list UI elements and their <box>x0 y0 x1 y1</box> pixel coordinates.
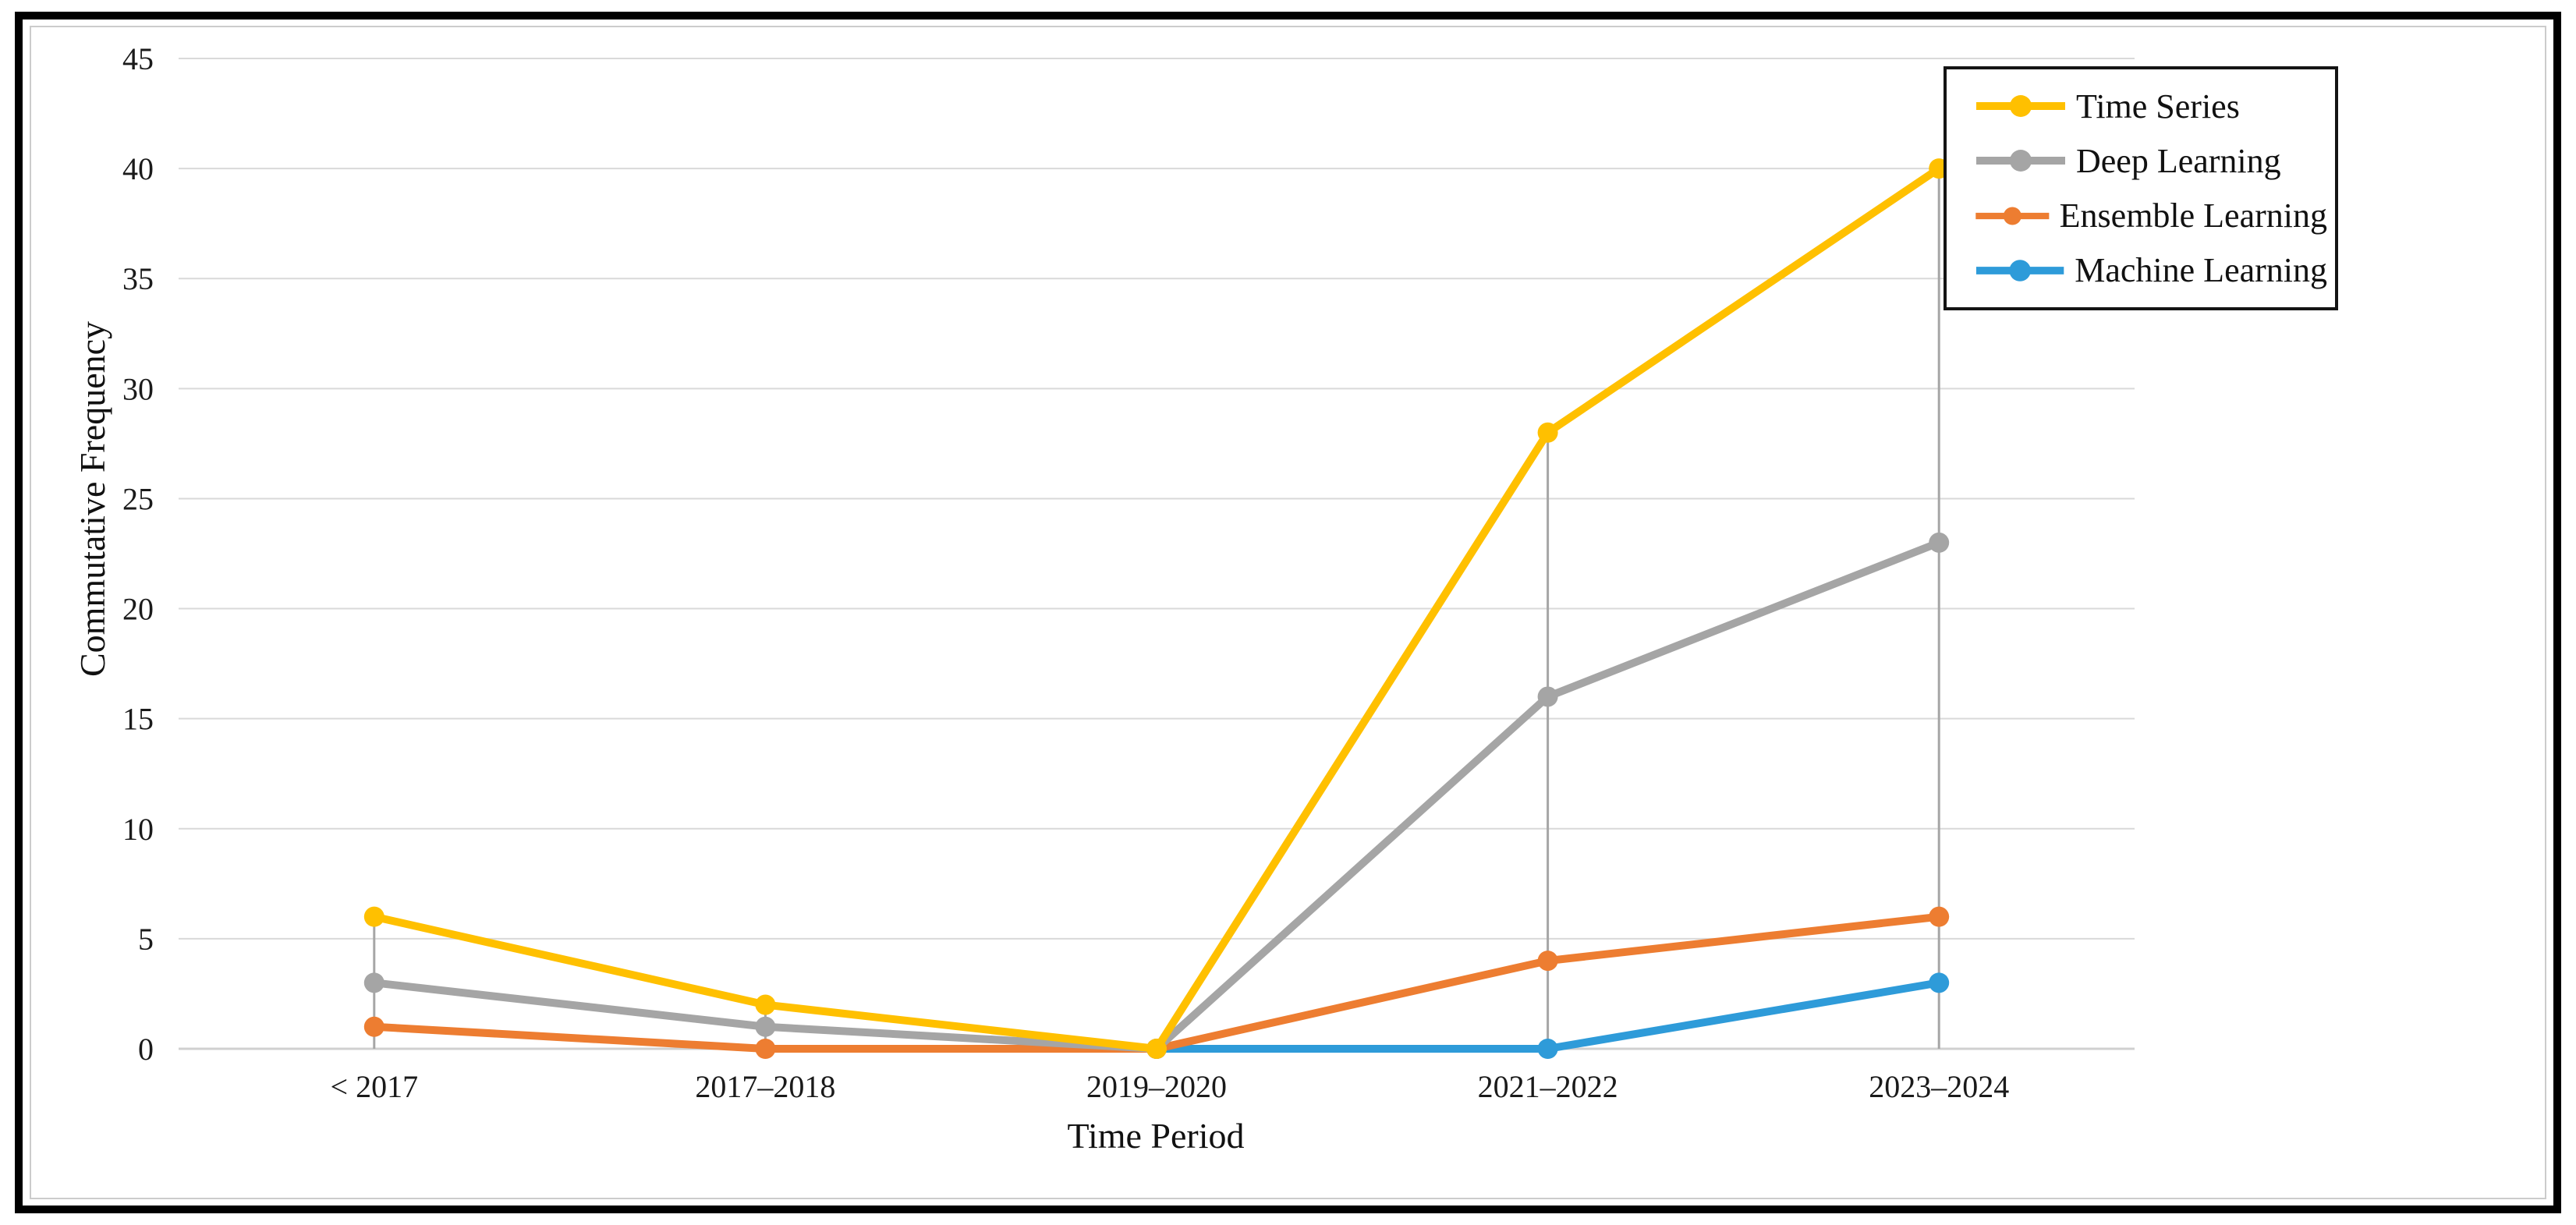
series-line-ensemble-learning <box>370 912 1944 1053</box>
y-tick-label: 25 <box>122 481 154 516</box>
legend-item-label: Ensemble Learning <box>2059 196 2327 235</box>
data-point-time-series <box>363 906 384 927</box>
y-tick-label: 30 <box>122 371 154 406</box>
y-tick-label: 20 <box>122 592 154 627</box>
legend-marker-icon <box>1975 260 2064 281</box>
data-point-time-series <box>1146 1039 1167 1059</box>
x-category-label: 2019–2020 <box>1086 1069 1227 1104</box>
x-category-label: 2017–2018 <box>695 1069 835 1104</box>
y-tick-label: 45 <box>122 41 154 76</box>
legend-marker-icon <box>1976 95 2065 118</box>
data-point-machine-learning <box>1929 972 1950 993</box>
data-point-deep-learning <box>755 1016 776 1037</box>
y-tick-label: 40 <box>122 151 154 186</box>
x-category-label: < 2017 <box>331 1069 419 1104</box>
legend-item-ensemble-learning: Ensemble Learning <box>1973 196 2327 235</box>
data-point-ensemble-learning <box>1537 951 1558 972</box>
legend-item-label: Deep Learning <box>2076 141 2281 180</box>
legend: Time Series Deep Learning Ensemble Learnin… <box>1944 66 2338 310</box>
y-tick-label: 0 <box>138 1032 154 1067</box>
figure-outer-border <box>15 12 2561 1213</box>
y-axis-title: Commutative Frequency <box>73 320 112 678</box>
y-tick-label: 5 <box>138 922 154 957</box>
data-point-deep-learning <box>1537 686 1558 707</box>
y-tick-label: 35 <box>122 261 154 296</box>
legend-item-label: Time Series <box>2076 87 2240 126</box>
x-category-label: 2021–2022 <box>1478 1069 1618 1104</box>
y-tick-label: 10 <box>122 812 154 847</box>
data-point-time-series <box>1537 422 1558 443</box>
x-category-label: 2023–2024 <box>1869 1069 2009 1104</box>
data-point-ensemble-learning <box>755 1039 776 1059</box>
data-point-machine-learning <box>1537 1039 1558 1059</box>
figure-inner-border <box>30 26 2546 1199</box>
legend-item-machine-learning: Machine Learning <box>1973 250 2327 290</box>
data-point-ensemble-learning <box>1929 906 1950 927</box>
data-point-time-series <box>755 994 776 1015</box>
legend-marker-icon <box>1975 207 2050 225</box>
data-point-deep-learning <box>363 972 384 993</box>
y-tick-label: 15 <box>122 702 154 737</box>
legend-item-label: Machine Learning <box>2075 251 2327 290</box>
legend-item-deep-learning: Deep Learning <box>1973 141 2327 181</box>
data-point-deep-learning <box>1929 532 1950 553</box>
legend-item-time-series: Time Series <box>1973 87 2327 126</box>
x-axis-title: Time Period <box>1067 1116 1245 1156</box>
data-point-ensemble-learning <box>363 1016 384 1037</box>
legend-marker-icon <box>1976 150 2065 172</box>
